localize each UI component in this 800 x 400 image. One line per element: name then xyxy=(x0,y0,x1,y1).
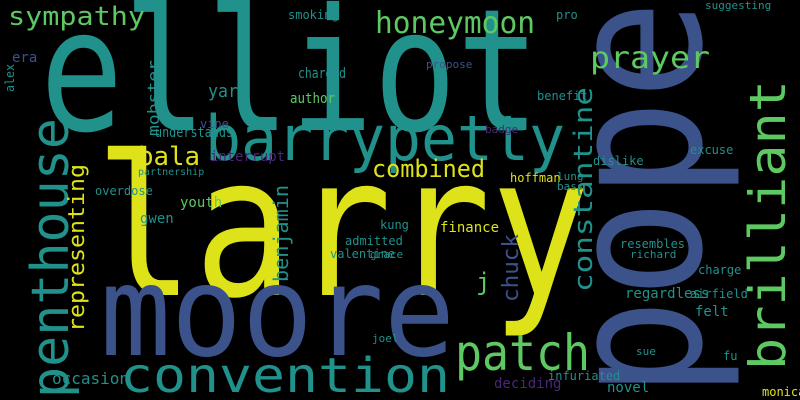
word: admitted xyxy=(345,234,403,248)
word: sue xyxy=(636,345,656,358)
word: resembles xyxy=(620,237,685,251)
word: kung xyxy=(380,218,409,232)
word: badge xyxy=(485,123,518,136)
word: excuse xyxy=(690,143,733,157)
word: penthouse xyxy=(21,118,81,398)
word: grace xyxy=(370,248,403,261)
word: lung xyxy=(557,170,584,183)
word: bala xyxy=(138,142,200,172)
word: infuriated xyxy=(548,369,620,383)
word: convention xyxy=(120,348,450,400)
word: benjamin xyxy=(269,185,293,282)
word: combined xyxy=(372,155,485,183)
word: prayer xyxy=(590,41,710,76)
word: felt xyxy=(695,304,729,320)
word: representing xyxy=(65,164,90,332)
word: bass xyxy=(557,180,584,193)
word: mobster xyxy=(144,60,163,136)
word: alex xyxy=(3,64,17,92)
word: author xyxy=(290,91,335,107)
word: charge xyxy=(698,263,741,277)
word: interrupt xyxy=(210,149,285,165)
word: brilliant xyxy=(739,80,797,370)
word: chuck xyxy=(499,234,524,302)
word: youth xyxy=(180,195,222,211)
word: airfield xyxy=(690,287,748,301)
word: benefit xyxy=(537,89,588,103)
word: deciding xyxy=(494,376,561,392)
word: understands xyxy=(155,125,233,141)
word: yard xyxy=(208,81,248,102)
word: suggesting xyxy=(705,0,771,12)
word: elliot xyxy=(40,0,540,171)
word: finance xyxy=(440,220,499,236)
word: charged xyxy=(298,66,346,82)
word: era xyxy=(12,50,37,66)
word: moore xyxy=(100,240,455,385)
word: larry xyxy=(95,114,590,341)
word: j xyxy=(476,268,490,296)
word: monica xyxy=(762,385,800,399)
word: smoking xyxy=(288,8,339,22)
word: pro xyxy=(556,8,578,22)
word: novel xyxy=(607,380,649,396)
word: honeymoon xyxy=(375,6,535,41)
word: overdose xyxy=(95,184,153,198)
word: vine xyxy=(200,117,229,131)
word: pope xyxy=(528,0,744,398)
word: valentine xyxy=(330,247,395,261)
word: barrypetty xyxy=(205,102,565,175)
word: occasion xyxy=(52,369,129,388)
word: sympathy xyxy=(8,2,145,32)
word: patch xyxy=(455,324,590,382)
word: dislike xyxy=(593,154,644,168)
word: regardless xyxy=(625,286,709,302)
word: hoffman xyxy=(510,171,561,185)
word: gwen xyxy=(140,211,174,227)
word: partnership xyxy=(138,167,204,178)
word: fu xyxy=(723,349,737,363)
word: propose xyxy=(426,58,472,71)
word: constantine xyxy=(569,87,599,292)
word: joel xyxy=(372,332,399,345)
word: richard xyxy=(630,248,676,261)
